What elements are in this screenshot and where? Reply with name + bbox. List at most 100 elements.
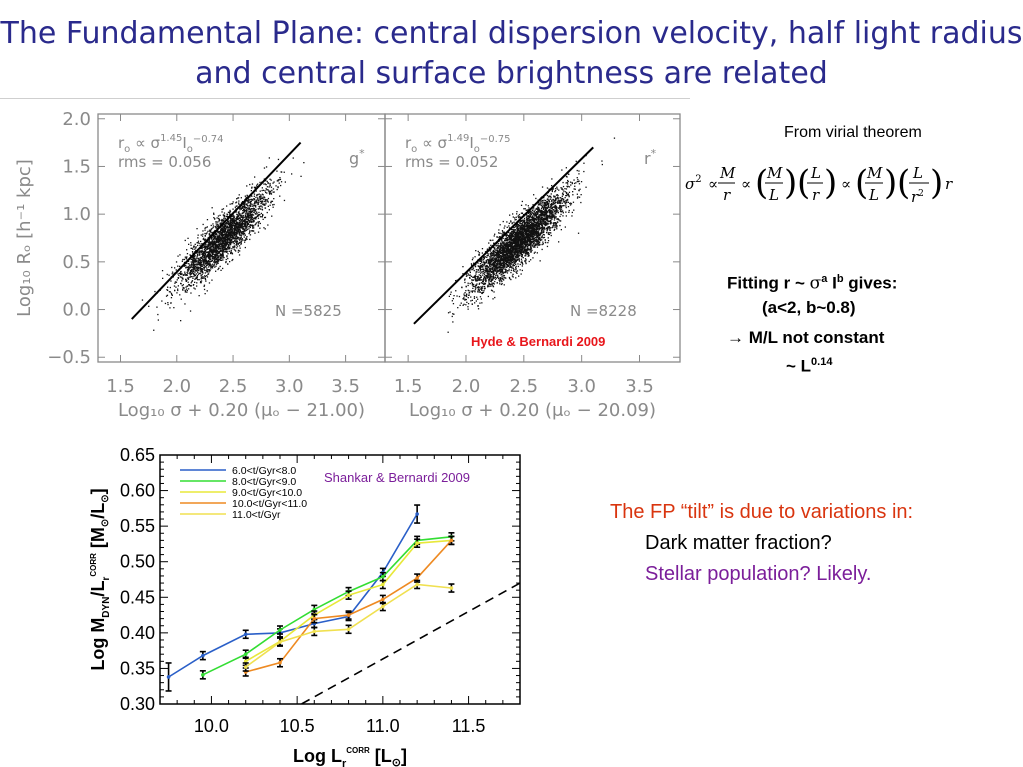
scatter-point [537, 202, 540, 204]
scatter-point [496, 270, 498, 272]
scatter-point [228, 235, 230, 237]
scatter-point [229, 234, 231, 236]
scatter-point [209, 258, 211, 260]
scatter-point [512, 269, 515, 272]
scatter-point [515, 250, 517, 252]
scatter-point [502, 271, 504, 273]
scatter-point [512, 264, 514, 267]
scatter-point [264, 196, 266, 199]
scatter-point [528, 226, 530, 228]
scatter-point [531, 215, 533, 217]
scatter-point [249, 224, 251, 226]
scatter-point [551, 208, 553, 210]
scatter-point [240, 240, 243, 242]
scatter-point [169, 286, 171, 289]
scatter-point [200, 275, 202, 277]
scatter-point [194, 248, 196, 250]
scatter-point [505, 277, 507, 279]
scatter-point [527, 252, 530, 254]
scatter-point [233, 235, 235, 237]
scatter-point [481, 302, 483, 304]
scatter-point [193, 259, 195, 262]
scatter-point [473, 296, 476, 298]
scatter-point [194, 268, 196, 270]
scatter-point [215, 240, 218, 243]
scatter-point [474, 291, 476, 293]
scatter-point [481, 271, 483, 273]
scatter-point [200, 240, 202, 243]
scatter-point [230, 227, 232, 230]
scatter-point [213, 253, 215, 255]
scatter-point [543, 199, 545, 201]
scatter-point [254, 232, 256, 234]
scatter-point [213, 212, 215, 214]
scatter-point [521, 245, 523, 247]
scatter-point [550, 204, 552, 206]
scatter-point [215, 244, 218, 246]
scatter-point [227, 220, 229, 223]
scatter-point [167, 303, 169, 306]
scatter-point [240, 234, 242, 236]
scatter-point [229, 233, 231, 235]
scatter-point [272, 204, 274, 206]
scatter-point [546, 223, 548, 225]
scatter-point [538, 223, 540, 225]
scatter-point [204, 272, 206, 274]
scatter-point [194, 278, 196, 280]
scatter-point [236, 240, 238, 242]
scatter-point [254, 205, 256, 207]
scatter-point [525, 238, 527, 240]
scatter-point [531, 223, 533, 225]
scatter-point [523, 234, 525, 237]
scatter-point [215, 270, 217, 272]
scatter-point [239, 213, 241, 215]
scatter-point [528, 222, 530, 225]
scatter-point [225, 248, 227, 250]
scatter-point [198, 259, 201, 262]
scatter-point [497, 256, 499, 259]
scatter-point [580, 181, 583, 183]
scatter-point [206, 290, 208, 292]
scatter-point [538, 228, 540, 231]
x-tick-label: 1.5 [394, 376, 423, 397]
scatter-point [235, 232, 237, 234]
scatter-point [191, 247, 193, 249]
scatter-point [196, 255, 198, 257]
scatter-point [220, 249, 222, 251]
scatter-point [501, 238, 503, 240]
scatter-point [470, 290, 472, 292]
scatter-point [520, 261, 522, 263]
scatter-point [283, 199, 286, 202]
scatter-point [210, 246, 212, 248]
scatter-point [197, 257, 199, 260]
scatter-point [538, 217, 540, 219]
scatter-point [229, 203, 231, 205]
scatter-point [164, 302, 167, 305]
scatter-point [194, 255, 196, 257]
scatter-point [565, 199, 568, 201]
scatter-point [244, 221, 246, 223]
scatter-point [504, 234, 507, 236]
scatter-point [516, 223, 519, 225]
scatter-point [237, 211, 240, 214]
scatter-point [477, 269, 479, 271]
scatter-point [230, 241, 233, 243]
scatter-point [253, 230, 255, 232]
scatter-point [251, 186, 253, 188]
scatter-point [546, 194, 548, 197]
scatter-point [509, 241, 512, 243]
scatter-point [191, 266, 193, 268]
scatter-point [480, 264, 483, 267]
scatter-point [525, 253, 527, 255]
scatter-point [231, 253, 234, 255]
scatter-point [490, 253, 492, 255]
scatter-point [190, 269, 192, 272]
scatter-point [231, 220, 234, 222]
scatter-point [226, 239, 229, 241]
scatter-point [263, 183, 265, 185]
scatter-point [515, 246, 517, 249]
scatter-point [202, 230, 204, 232]
scatter-point [561, 193, 564, 195]
scatter-point [246, 216, 248, 218]
scatter-point [220, 233, 222, 235]
